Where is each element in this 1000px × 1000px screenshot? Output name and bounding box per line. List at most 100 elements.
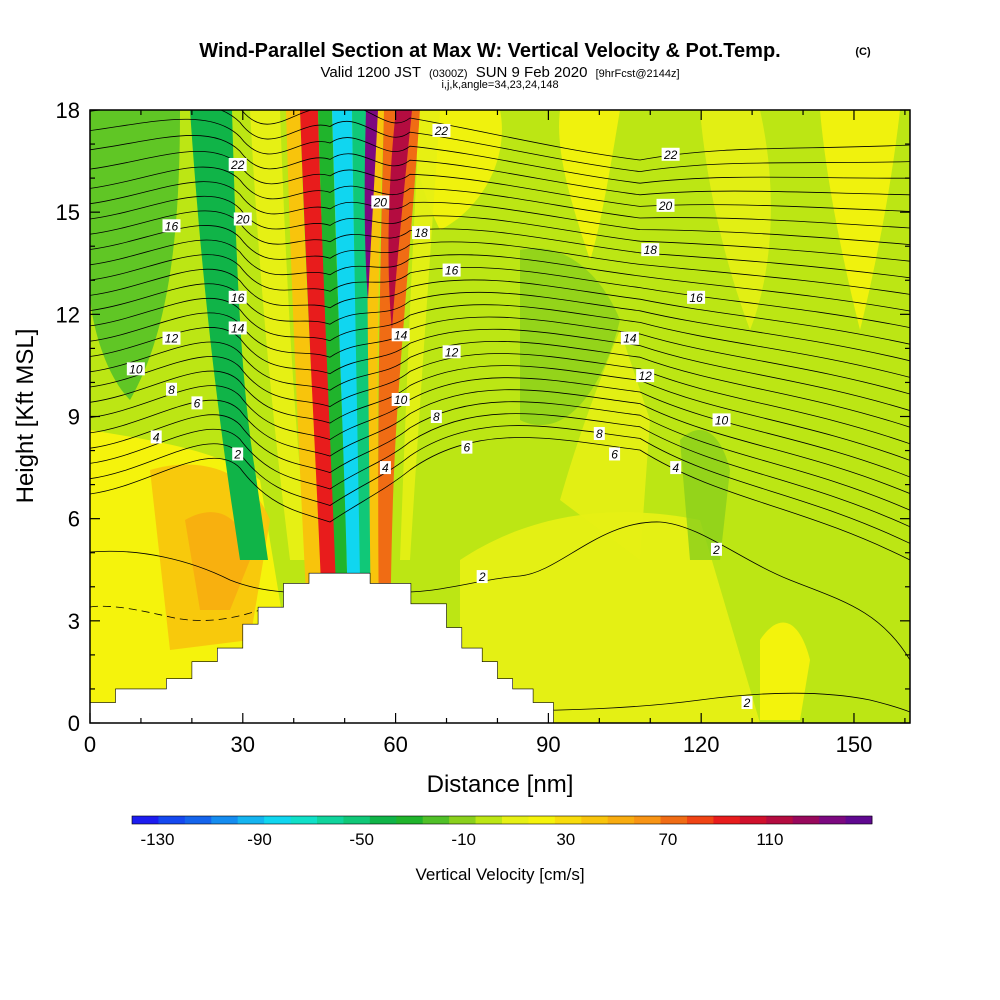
contour-label: 12 <box>442 345 461 359</box>
colorbar-swatch <box>792 816 820 824</box>
colorbar-swatch <box>607 816 635 824</box>
weak-updraft-low <box>460 512 760 723</box>
contour-label-bg <box>391 392 410 406</box>
contour-label: 20 <box>233 212 252 226</box>
colorbar-swatch <box>845 816 873 824</box>
terrain-outline <box>90 572 554 723</box>
contour-label-bg <box>687 290 706 304</box>
pot-temp-contour <box>90 110 910 173</box>
contour-label-text: 18 <box>644 243 658 257</box>
band-strong-updraft <box>300 110 342 723</box>
contour-label-text: 8 <box>433 410 440 424</box>
downdraft-mid <box>520 248 620 426</box>
contour-label-bg <box>379 461 391 475</box>
contour-label: 10 <box>126 362 145 376</box>
colorbar-tick-label: 70 <box>658 830 677 849</box>
x-tick-label: 90 <box>536 732 560 757</box>
contour-label-bg <box>741 696 753 710</box>
colorbar-swatch <box>237 816 265 824</box>
y-tick-label: 6 <box>68 507 80 532</box>
contour-label-text: 8 <box>168 383 175 397</box>
contour-label: 14 <box>228 321 247 335</box>
colorbar-swatch <box>739 816 767 824</box>
contour-label-bg <box>656 198 675 212</box>
x-tick-label: 0 <box>84 732 96 757</box>
contour-label: 2 <box>476 570 488 584</box>
contour-label-bg <box>476 570 488 584</box>
band-updraft-1 <box>286 110 326 723</box>
contour-label-text: 8 <box>596 427 603 441</box>
subtitle-valid: Valid 1200 JST <box>320 64 420 81</box>
y-tick-label: 12 <box>56 302 80 327</box>
colorbar-swatch <box>264 816 291 824</box>
contour-label: 4 <box>150 430 162 444</box>
contour-label: 8 <box>430 410 442 424</box>
contour-label: 4 <box>670 461 682 475</box>
contour-label-text: 20 <box>373 195 388 209</box>
contour-label-bg <box>412 226 431 240</box>
contour-label: 14 <box>391 328 410 342</box>
contour-label: 20 <box>656 198 675 213</box>
contour-label: 20 <box>371 195 390 209</box>
pot-temp-contour <box>90 297 910 378</box>
contour-label-bg <box>636 369 655 383</box>
contour-label-bg <box>371 195 390 209</box>
colorbar-swatch <box>317 816 344 824</box>
colorbar-swatch <box>687 816 714 824</box>
colorbar-swatch <box>819 816 846 824</box>
contour-label: 22 <box>228 157 247 172</box>
x-tick-label: 150 <box>836 732 873 757</box>
colorbar-swatch <box>581 816 609 824</box>
colorbar-swatch <box>449 816 476 824</box>
svg-text:Valid 1200 JST (0300Z): Valid 1200 JST (0300Z) SUN 9 Feb 2020 [9… <box>320 64 679 81</box>
contour-label-text: 18 <box>414 226 428 240</box>
contour-label-text: 4 <box>672 461 679 475</box>
colorbar-swatch <box>528 816 556 824</box>
y-tick-label: 0 <box>68 711 80 736</box>
contour-label-text: 10 <box>129 362 143 376</box>
contour-label-bg <box>593 427 605 441</box>
contour-label-text: 14 <box>623 332 637 346</box>
contour-label-bg <box>661 147 680 161</box>
colorbar-swatch <box>132 816 159 824</box>
pot-temp-contour <box>90 118 910 184</box>
colorbar-swatch <box>343 816 371 824</box>
contour-label: 2 <box>741 696 753 710</box>
colorbar-swatch <box>290 816 318 824</box>
colorbar-swatch <box>475 816 503 824</box>
contour-label: 2 <box>232 447 244 461</box>
y-axis: 0 3 6 9 12 15 18 <box>56 98 910 736</box>
contour-label-bg <box>712 413 731 427</box>
colorbar-swatch <box>554 816 582 824</box>
updraft-low-right <box>760 622 810 720</box>
band-updraft-peak <box>388 110 412 330</box>
colorbar-label: Vertical Velocity [cm/s] <box>415 865 584 884</box>
pot-temp-contour <box>90 225 910 295</box>
contour-label-bg <box>233 212 252 226</box>
pot-temp-contour <box>469 692 910 713</box>
x-tick-label: 60 <box>383 732 407 757</box>
downdraft-right <box>680 430 730 560</box>
contour-label-bg <box>228 290 247 304</box>
contour-label: 6 <box>609 447 621 461</box>
contour-label-text: 2 <box>478 570 486 584</box>
pot-temp-contour <box>90 268 910 345</box>
contour-label-bg <box>391 328 410 342</box>
pot-temp-contour <box>90 210 910 279</box>
upper-plume-2 <box>559 110 620 260</box>
contour-label-bg <box>430 410 442 423</box>
copyright-mark: (C) <box>855 46 871 58</box>
pot-temp-contour <box>90 521 910 661</box>
pot-temp-contour <box>90 425 910 544</box>
colorbar-swatch <box>184 816 212 824</box>
subtitle-utc: (0300Z) <box>429 68 468 80</box>
colorbar-tick-label: 30 <box>556 830 575 849</box>
contour-label-text: 10 <box>715 413 729 427</box>
band-downdraft-3 <box>352 110 374 723</box>
contour-label-text: 12 <box>165 332 179 346</box>
colorbar-frame <box>131 815 873 825</box>
updraft-peak-left <box>185 512 250 610</box>
contour-label-bg <box>432 123 451 137</box>
